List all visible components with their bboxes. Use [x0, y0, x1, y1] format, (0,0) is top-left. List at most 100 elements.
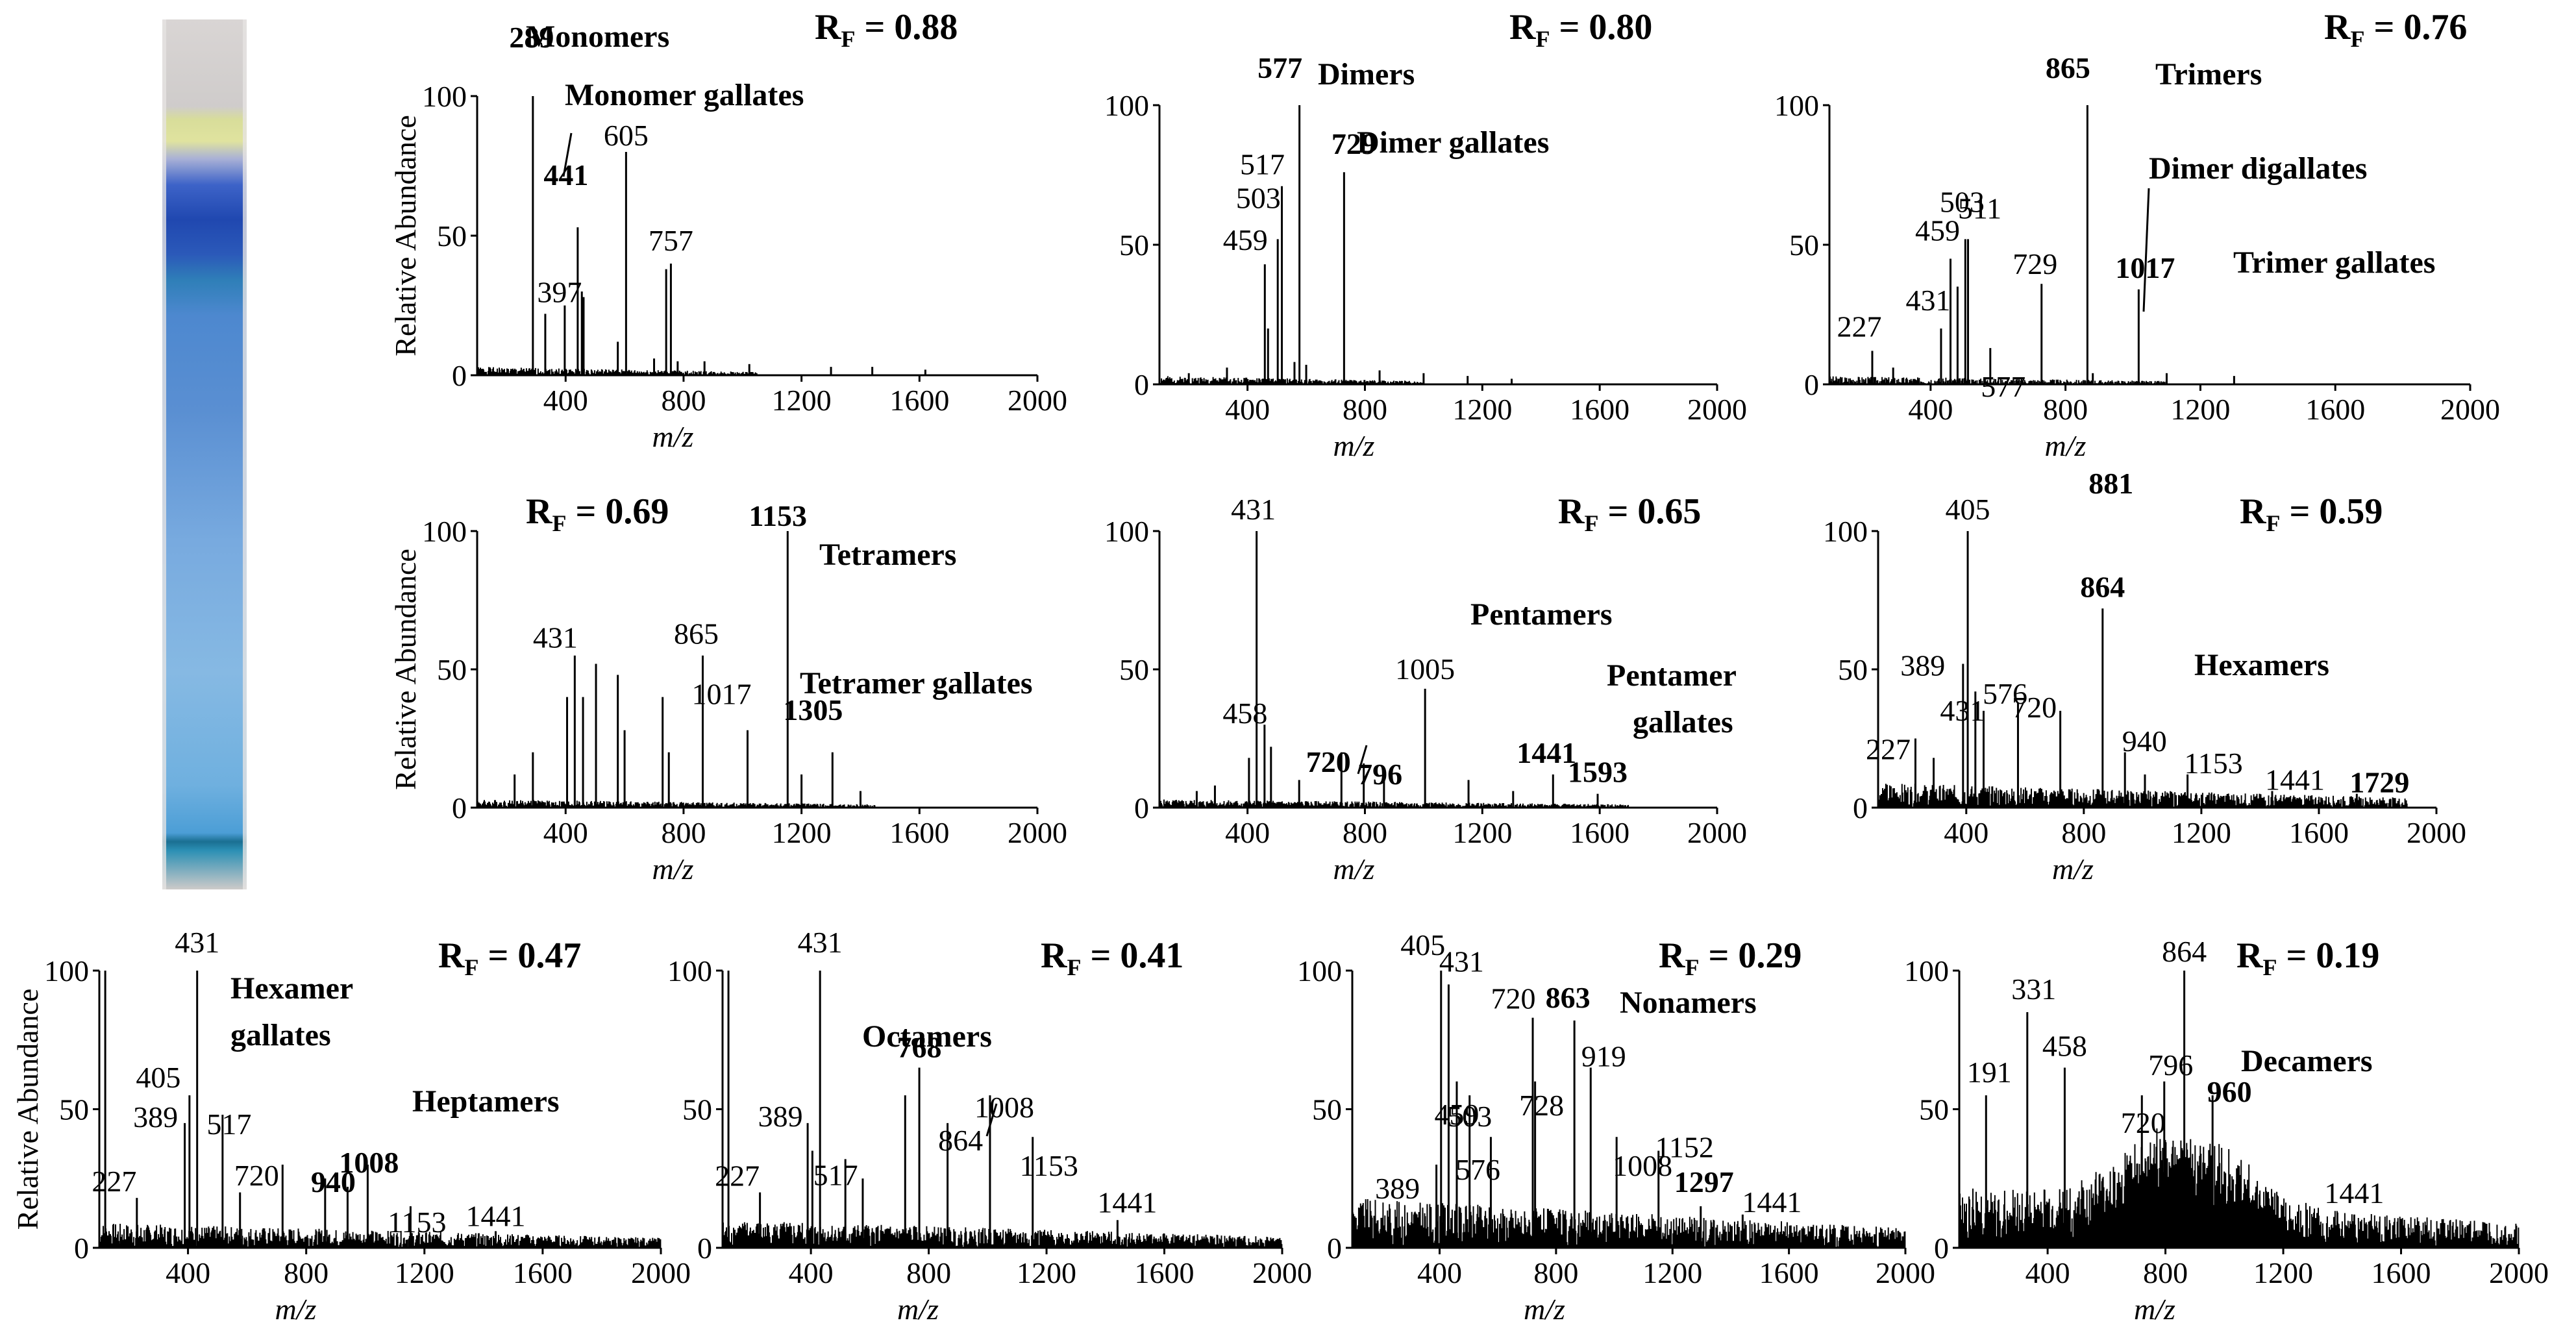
y-tick-label: 0 — [1853, 791, 1868, 825]
peak-label: 459 — [1434, 1098, 1479, 1131]
baseline-noise — [99, 1224, 662, 1248]
x-tick-label: 1600 — [513, 1256, 573, 1289]
panel-title: RF = 0.65 — [1558, 491, 1701, 536]
title-rf-value: 0.65 — [1637, 491, 1701, 532]
peak-label: 1153 — [1020, 1149, 1078, 1182]
title-subscript-f: F — [1584, 510, 1598, 536]
x-tick-label: 1600 — [2305, 393, 2365, 426]
spectrum-panel-2: 0 50 100 400 800 1200 1600 2000 m/z RF = 0.80 459 5… — [1104, 7, 1747, 462]
panel-title: RF = 0.29 — [1659, 936, 1802, 980]
x-tick-label: 800 — [2043, 393, 2088, 426]
x-tick-label: 400 — [1944, 816, 1988, 849]
peak-label: 1153 — [749, 499, 807, 532]
peak-label: 1441 — [1517, 736, 1576, 769]
y-tick-label: 0 — [452, 791, 467, 825]
x-tick-label: 400 — [166, 1256, 210, 1289]
title-equals: = — [2364, 7, 2403, 47]
x-tick-label: 2000 — [631, 1256, 691, 1289]
title-rf-value: 0.41 — [1120, 936, 1183, 976]
peak-label: 768 — [897, 1030, 942, 1063]
spectrum-panel-3: 0 50 100 400 800 1200 1600 2000 m/z RF = 0.76 227 4… — [1774, 7, 2500, 500]
y-axis-label: Relative Abundance — [11, 989, 44, 1230]
panel-title: RF = 0.80 — [1509, 7, 1652, 52]
panel-title: RF = 0.59 — [2240, 491, 2383, 536]
x-tick-label: 1200 — [772, 816, 832, 849]
title-equals: = — [2277, 936, 2316, 976]
title-rf-value: 0.88 — [894, 7, 958, 47]
peak-label: 720 — [1491, 982, 1536, 1015]
peak-label: 431 — [1439, 945, 1484, 978]
title-rf-value: 0.47 — [517, 936, 581, 976]
x-tick-label: 800 — [661, 384, 706, 417]
title-subscript-f: F — [1685, 954, 1699, 980]
peak-label: 1008 — [339, 1146, 399, 1179]
y-tick-label: 100 — [667, 954, 712, 987]
peak-label: 227 — [1866, 733, 1911, 766]
title-r: R — [2240, 491, 2266, 532]
y-axis-label: Relative Abundance — [389, 115, 422, 356]
x-tick-label: 800 — [661, 816, 706, 849]
peak-label: 729 — [2012, 247, 2057, 280]
peak-label: 405 — [1400, 928, 1445, 962]
title-rf-value: 0.29 — [1738, 936, 1802, 976]
x-tick-label: 800 — [906, 1256, 951, 1289]
title-equals: = — [1598, 491, 1637, 532]
y-tick-label: 0 — [1804, 368, 1819, 401]
y-tick-label: 0 — [1327, 1232, 1342, 1265]
series-annotation: Pentamer — [1607, 658, 1737, 693]
spectrum-panel-7: 0 50 100 400 800 1200 1600 2000 m/z Relative Abun… — [11, 926, 691, 1326]
peak-label: 1729 — [2349, 766, 2409, 799]
series-annotation: Hexamers — [2194, 648, 2329, 682]
x-tick-label: 2000 — [1008, 384, 1067, 417]
y-tick-label: 50 — [1919, 1093, 1949, 1126]
title-rf-value: 0.19 — [2316, 936, 2379, 976]
peak-label: 864 — [2162, 935, 2207, 968]
baseline-noise — [477, 800, 876, 808]
title-subscript-f: F — [464, 954, 478, 980]
title-subscript-f: F — [1067, 954, 1081, 980]
series-annotation: Tetramer gallates — [800, 666, 1033, 701]
peak-label: 1008 — [974, 1091, 1034, 1124]
x-tick-label: 400 — [1908, 393, 1953, 426]
y-tick-label: 100 — [1823, 515, 1868, 548]
y-tick-label: 50 — [1119, 229, 1149, 262]
title-subscript-f: F — [2350, 26, 2364, 52]
peak-label: 796 — [2148, 1048, 2193, 1082]
title-equals: = — [2280, 491, 2319, 532]
peak-label: 881 — [2088, 467, 2133, 500]
x-tick-label: 2000 — [2407, 816, 2466, 849]
x-axis-label: m/z — [1524, 1293, 1565, 1326]
title-equals: = — [1081, 936, 1120, 976]
x-tick-label: 1200 — [1017, 1256, 1076, 1289]
peak-label: 431 — [798, 926, 843, 959]
x-tick-label: 1600 — [2372, 1256, 2431, 1289]
x-axis-label: m/z — [2134, 1293, 2175, 1326]
x-tick-label: 400 — [1225, 816, 1270, 849]
peak-label: 191 — [1967, 1056, 2012, 1089]
title-r: R — [526, 491, 552, 532]
x-tick-label: 1200 — [2170, 393, 2230, 426]
peak-label: 389 — [133, 1100, 178, 1134]
title-subscript-f: F — [2266, 510, 2280, 536]
title-r: R — [1659, 936, 1685, 976]
y-tick-label: 100 — [1904, 954, 1949, 987]
peak-label: 1305 — [783, 693, 843, 726]
baseline-noise — [1352, 1199, 1906, 1248]
spectrum-panel-10: 0 50 100 400 800 1200 1600 2000 m/z RF = 0.19 191 3… — [1904, 935, 2549, 1326]
series-annotation: Decamers — [2241, 1044, 2373, 1078]
title-r: R — [438, 936, 465, 976]
x-tick-label: 1600 — [2289, 816, 2349, 849]
x-tick-label: 1200 — [1452, 816, 1512, 849]
title-equals: = — [478, 936, 517, 976]
x-tick-label: 800 — [2143, 1256, 2188, 1289]
title-subscript-f: F — [552, 510, 566, 536]
series-annotation: gallates — [230, 1018, 331, 1052]
series-annotation: Trimers — [2155, 57, 2262, 92]
series-annotation: Pentamers — [1470, 597, 1613, 632]
peak-label: 405 — [136, 1061, 180, 1094]
y-tick-label: 50 — [1119, 653, 1149, 686]
peak-label: 1005 — [1395, 652, 1455, 686]
series-annotation: Monomer gallates — [565, 78, 804, 112]
y-tick-label: 50 — [437, 219, 467, 253]
